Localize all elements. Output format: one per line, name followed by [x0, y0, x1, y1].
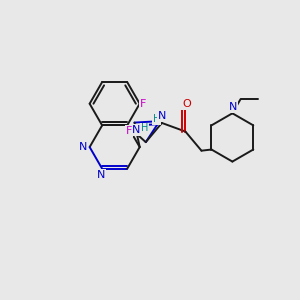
Text: N: N [229, 102, 237, 112]
Text: H: H [153, 114, 160, 124]
Text: N: N [79, 142, 87, 152]
Text: F: F [140, 99, 146, 109]
Text: H: H [141, 124, 148, 134]
Text: N: N [97, 170, 105, 180]
Text: O: O [182, 99, 190, 109]
Text: N: N [158, 112, 166, 122]
Text: N: N [159, 111, 167, 121]
Text: F: F [125, 126, 132, 136]
Text: N: N [132, 125, 140, 135]
